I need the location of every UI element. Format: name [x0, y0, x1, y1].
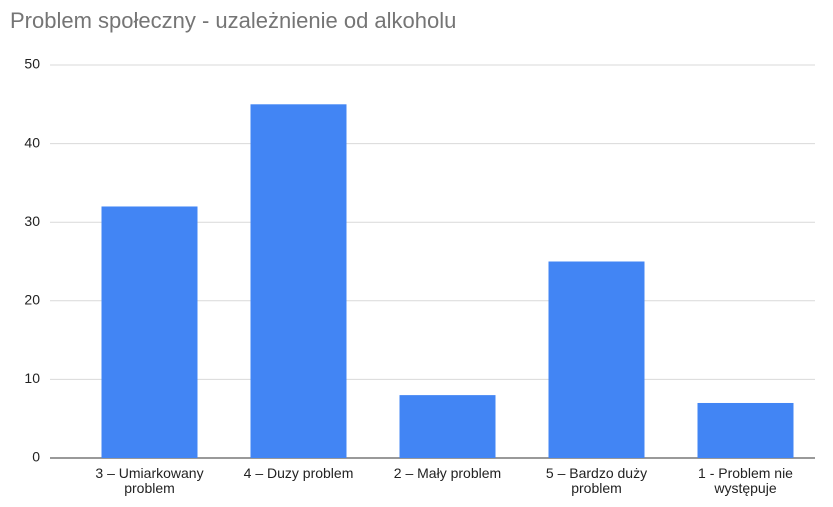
bar [101, 206, 198, 458]
chart-title: Problem społeczny - uzależnienie od alko… [10, 8, 456, 33]
x-tick-label: 5 – Bardzo duży problem [545, 465, 648, 496]
bar [548, 261, 645, 458]
y-tick-label: 20 [24, 292, 40, 308]
y-tick-label: 10 [24, 370, 40, 386]
x-tick-label: 2 – Mały problem [393, 465, 502, 481]
x-tick-label: 4 – Duzy problem [243, 465, 354, 481]
x-tick-label: 1 - Problem nie występuje [698, 465, 793, 496]
y-tick-label: 0 [32, 449, 40, 465]
y-tick-label: 30 [24, 213, 40, 229]
y-tick-label: 50 [24, 56, 40, 72]
bar [250, 104, 347, 459]
bar [399, 395, 496, 458]
y-tick-label: 40 [24, 134, 40, 150]
bar [697, 402, 794, 458]
x-tick-label: 3 – Umiarkowany problem [95, 465, 204, 496]
